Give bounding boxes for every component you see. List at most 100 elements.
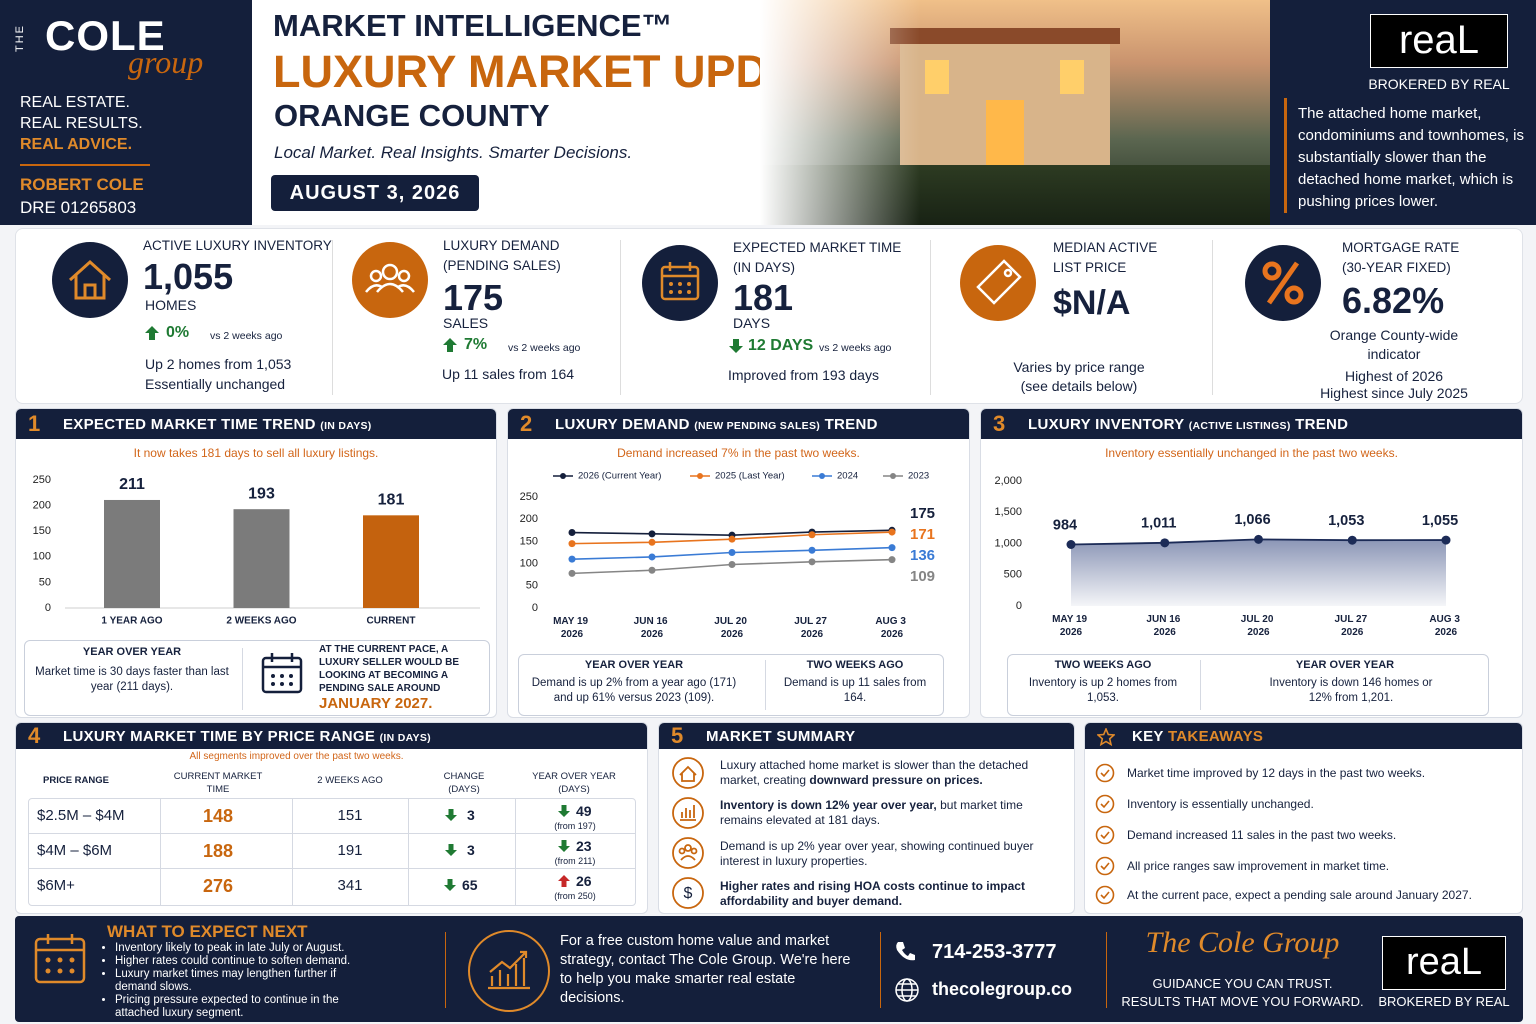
down-arrow	[558, 805, 570, 817]
title-text: LUXURY DEMAND	[555, 416, 690, 433]
percent-icon	[1245, 245, 1321, 321]
house-icon	[52, 242, 128, 318]
row-divider	[28, 833, 636, 834]
note-text: JANUARY 2027.	[319, 695, 433, 712]
phone: 714-253-3777	[932, 941, 1057, 963]
kpi-unit: HOMES	[145, 297, 197, 313]
footer-heading: WHAT TO EXPECT NEXT	[107, 922, 308, 941]
col-divider	[408, 798, 409, 906]
up-arrow	[145, 326, 159, 340]
note-text: Inventory is down 146 homes or 12% from …	[1269, 677, 1433, 704]
kpi-label: EXPECTED MARKET TIME (IN DAYS)	[733, 240, 902, 275]
kpi-value: 1,055	[143, 256, 234, 297]
date-badge: AUGUST 3, 2026	[271, 175, 479, 211]
divider	[620, 240, 621, 395]
title-note: (IN DAYS)	[320, 420, 372, 432]
change: 3	[467, 842, 475, 858]
chart-subtitle: Demand increased 7% in the past two week…	[617, 446, 860, 460]
two-weeks-ago: 151	[337, 807, 363, 824]
title-note: (ACTIVE LISTINGS)	[1188, 420, 1291, 432]
star-icon	[1097, 728, 1115, 746]
title-end: TREND	[1295, 416, 1349, 433]
panel-price-range: 4 LUXURY MARKET TIME BY PRICE RANGE (IN D…	[15, 722, 648, 914]
kpi-detail: Up 11 sales from 164	[442, 366, 575, 382]
kpi-label: MEDIAN ACTIVE LIST PRICE	[1053, 240, 1158, 275]
panel-header: 2 LUXURY DEMAND (NEW PENDING SALES) TREND	[508, 409, 969, 439]
yoy-from: (from 211)	[554, 856, 596, 866]
footer	[15, 916, 1523, 1022]
change: 3	[467, 807, 475, 823]
footer-tagline: RESULTS THAT MOVE YOU FORWARD.	[1121, 994, 1364, 1009]
kpi-change: 7%	[464, 336, 488, 353]
divider	[1200, 660, 1201, 710]
divider	[445, 932, 446, 1008]
up-arrow	[558, 875, 570, 887]
note-box	[1007, 654, 1489, 716]
outlook-item: Inventory likely to peak in late July or…	[115, 942, 393, 955]
chart-subtitle: It now takes 181 days to sell all luxury…	[133, 446, 379, 460]
kpi-value: 6.82%	[1342, 280, 1445, 321]
fade	[760, 0, 920, 225]
brand-the: THE	[14, 24, 26, 52]
calendar-icon	[261, 653, 303, 694]
divider	[930, 240, 931, 395]
table-header: YEAR OVER YEAR (DAYS)	[532, 771, 616, 795]
note-box	[24, 640, 490, 716]
section-number: 4	[28, 723, 41, 748]
kpi-label: ACTIVE LUXURY INVENTORY	[143, 238, 332, 253]
house-photo	[760, 0, 1275, 225]
section-title: MARKET SUMMARY	[706, 728, 856, 745]
divider	[242, 648, 243, 710]
section-number: 2	[520, 411, 533, 436]
takeaway: Market time improved by 12 days in the p…	[1127, 766, 1426, 780]
kpi-value: 175	[443, 277, 504, 318]
region: ORANGE COUNTY	[274, 98, 550, 133]
footer-tagline: GUIDANCE YOU CAN TRUST.	[1152, 976, 1333, 991]
house-window	[925, 60, 949, 94]
table-header: 2 WEEKS AGO	[317, 775, 383, 786]
section-title: LUXURY MARKET TIME BY PRICE RANGE (IN DA…	[63, 728, 431, 745]
brand-name: COLE	[45, 12, 166, 59]
summary-item: Demand is up 2% year over year, showing …	[720, 839, 1065, 869]
kpi-detail: Essentially unchanged	[145, 376, 286, 392]
down-arrow	[729, 339, 743, 353]
kpi-detail: Highest of 2026	[1344, 368, 1444, 384]
takeaway: Inventory is essentially unchanged.	[1127, 797, 1314, 811]
row-divider	[28, 868, 636, 869]
down-arrow	[445, 809, 457, 821]
kpi-value: 181	[733, 277, 794, 318]
current-time: 276	[202, 876, 234, 896]
col-divider	[292, 798, 293, 906]
panel-header: 1 EXPECTED MARKET TIME TREND (IN DAYS)	[16, 409, 496, 439]
section-number: 5	[671, 723, 684, 748]
broker-logo: reaL	[1370, 14, 1508, 68]
divider	[1212, 240, 1213, 395]
broker-text: BROKERED BY REAL	[1368, 76, 1510, 92]
footer-brand: The Cole Group	[1145, 926, 1340, 959]
globe-icon	[895, 978, 919, 1002]
website: thecolegroup.co	[932, 979, 1073, 999]
up-arrow	[443, 338, 457, 352]
summary-icons: $	[672, 757, 704, 909]
broker-text: BROKERED BY REAL	[1378, 994, 1510, 1009]
note-box	[518, 654, 944, 716]
outlook-item: Luxury market times may lengthen further…	[115, 968, 355, 994]
kpi-detail: Highest since July 2025	[1320, 385, 1468, 401]
summary-text: Demand is up 2% year over year, showing …	[720, 839, 1034, 868]
kpi-label: MORTGAGE RATE (30-YEAR FIXED)	[1342, 240, 1460, 275]
title-text: LUXURY INVENTORY	[1028, 416, 1185, 433]
panel-header: KEY TAKEAWAYS	[1085, 723, 1522, 749]
note-text: Market time is 30 days faster than last …	[35, 666, 229, 693]
table-subtitle: All segments improved over the past two …	[189, 751, 404, 762]
down-arrow	[444, 879, 456, 891]
brand-panel: THE COLE group REAL ESTATE. REAL RESULTS…	[0, 0, 252, 225]
kpi-detail: Varies by price range	[1013, 359, 1145, 375]
yoy-from: (from 250)	[554, 891, 596, 901]
title-note: (IN DAYS)	[379, 732, 431, 744]
kpi-change: 0%	[166, 324, 190, 341]
current-time: 188	[202, 841, 234, 861]
table-header: CURRENT MARKET TIME	[173, 771, 263, 795]
divider	[20, 164, 150, 166]
divider	[765, 660, 766, 710]
